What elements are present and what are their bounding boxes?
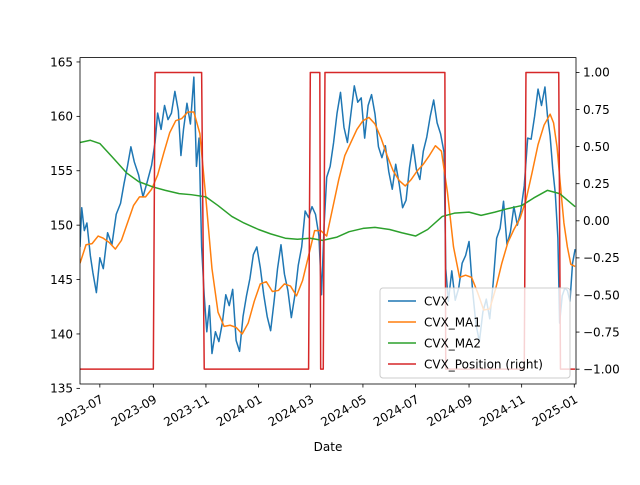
y2-tick-label: 0.00 xyxy=(583,214,610,228)
y-tick-label: 160 xyxy=(50,110,73,124)
y-tick-label: 150 xyxy=(50,218,73,232)
legend: CVX CVX_MA1 CVX_MA2 CVX_Position (right) xyxy=(379,287,571,379)
series-line-cvx-position-right xyxy=(80,71,576,370)
y-tick-label: 140 xyxy=(50,327,73,341)
y-tick-label: 155 xyxy=(50,164,73,178)
legend-label-cvx-ma2: CVX_MA2 xyxy=(424,336,481,350)
legend-box xyxy=(379,287,571,379)
y2-tick-label: 0.50 xyxy=(583,140,610,154)
y2-tick-label: −0.75 xyxy=(583,325,620,339)
y-tick-label: 135 xyxy=(50,382,73,396)
y-axis-right: −1.00 −0.75 −0.50 −0.25 0.00 0.25 0.50 0.75 1.00 xyxy=(576,66,620,376)
y-axis-left: 135 140 145 150 155 160 165 xyxy=(50,55,80,396)
y-tick-label: 165 xyxy=(50,55,73,69)
y2-tick-label: 1.00 xyxy=(583,66,610,80)
y-tick-label: 145 xyxy=(50,273,73,287)
y2-tick-label: −0.50 xyxy=(583,288,620,302)
legend-label-cvx-position-right: CVX_Position (right) xyxy=(424,357,543,371)
series-line-cvx-ma1 xyxy=(80,111,576,335)
series-layer xyxy=(80,71,576,370)
y2-tick-label: −1.00 xyxy=(583,362,620,376)
series-line-cvx-ma2 xyxy=(80,139,576,242)
legend-label-cvx: CVX xyxy=(424,294,449,308)
y2-tick-label: 0.75 xyxy=(583,103,610,117)
series-line-cvx xyxy=(80,76,576,355)
x-axis-title: Date xyxy=(314,440,343,454)
y2-tick-label: 0.25 xyxy=(583,177,610,191)
legend-label-cvx-ma1: CVX_MA1 xyxy=(424,315,481,329)
y2-tick-label: −0.25 xyxy=(583,251,620,265)
